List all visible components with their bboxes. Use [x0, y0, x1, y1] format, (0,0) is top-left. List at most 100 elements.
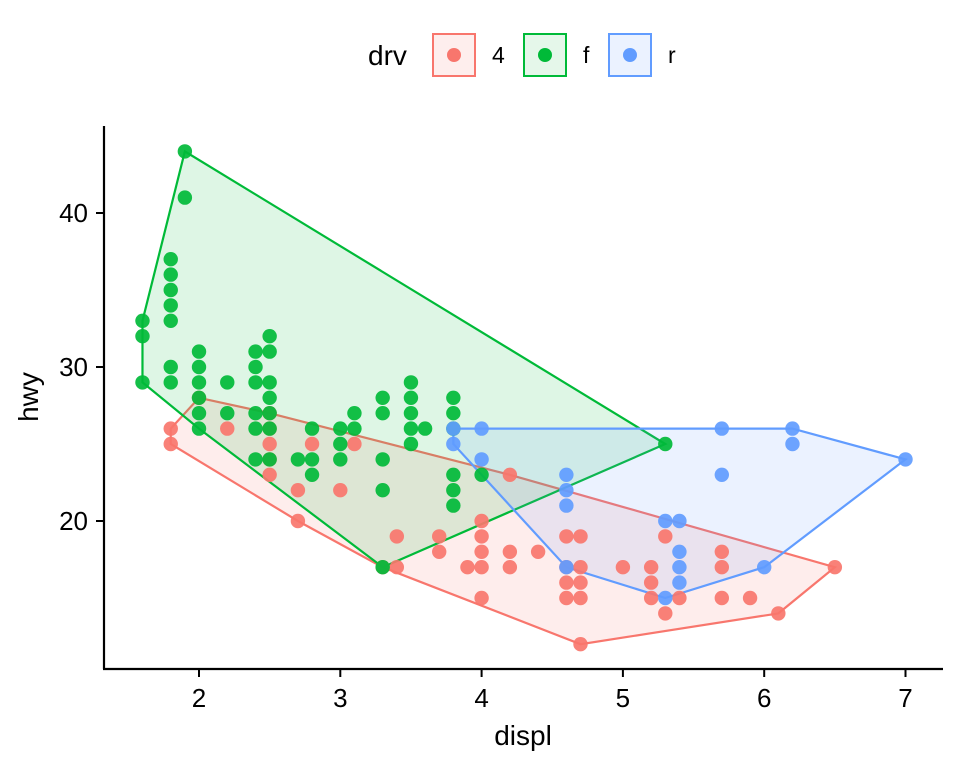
x-tick-label: 7 [898, 683, 912, 713]
point-f [446, 390, 461, 405]
y-tick-label: 40 [59, 198, 88, 228]
point-r [559, 560, 574, 575]
point-f [375, 560, 390, 575]
point-4 [347, 436, 362, 452]
point-f [262, 390, 277, 405]
y-tick-label: 30 [59, 352, 88, 382]
point-4 [827, 560, 843, 575]
point-f [163, 252, 178, 267]
point-f [220, 375, 235, 390]
point-4 [474, 513, 489, 529]
point-4 [220, 421, 235, 436]
point-f [347, 406, 362, 421]
x-tick-label: 2 [192, 683, 206, 713]
point-r [658, 513, 673, 529]
point-f [403, 421, 419, 436]
point-f [248, 452, 263, 467]
point-f [163, 359, 178, 375]
point-4 [502, 467, 518, 482]
point-4 [502, 544, 518, 559]
legend-item-f[interactable]: f [523, 33, 590, 77]
point-f [375, 406, 390, 421]
point-f [191, 375, 207, 390]
point-r [658, 590, 673, 606]
point-f [262, 344, 277, 359]
point-4 [530, 544, 546, 559]
point-f [177, 144, 193, 159]
point-f [135, 313, 150, 328]
point-r [785, 436, 800, 452]
point-f [163, 282, 178, 298]
point-4 [672, 590, 687, 606]
point-4 [432, 529, 447, 544]
point-f [474, 467, 489, 482]
legend-dot-r [623, 48, 637, 62]
point-4 [474, 544, 489, 559]
point-4 [432, 544, 447, 559]
point-4 [502, 560, 518, 575]
point-4 [643, 590, 659, 606]
point-4 [643, 575, 659, 590]
point-f [248, 421, 263, 436]
point-4 [771, 606, 786, 621]
point-r [714, 421, 730, 436]
legend-item-r[interactable]: r [608, 33, 676, 77]
point-f [333, 436, 348, 452]
point-f [446, 483, 461, 498]
point-f [262, 375, 277, 390]
point-r [559, 483, 574, 498]
point-4 [389, 529, 405, 544]
point-r [898, 452, 913, 467]
point-f [262, 329, 277, 344]
legend-item-4[interactable]: 4 [432, 33, 505, 77]
point-r [785, 421, 800, 436]
point-f [191, 359, 207, 375]
point-f [191, 344, 207, 359]
point-f [375, 483, 390, 498]
point-4 [163, 421, 178, 436]
x-tick-label: 3 [333, 683, 347, 713]
point-f [191, 390, 207, 405]
legend-title: drv [368, 40, 407, 71]
y-tick-label: 20 [59, 506, 88, 536]
point-r [559, 467, 574, 482]
point-f [403, 390, 419, 405]
point-4 [573, 560, 588, 575]
legend: drv 4 f r [368, 33, 676, 77]
point-f [220, 406, 235, 421]
point-4 [742, 590, 758, 606]
point-4 [573, 637, 588, 652]
point-f [163, 313, 178, 328]
legend-dot-4 [447, 48, 461, 62]
legend-label-4: 4 [492, 42, 505, 68]
point-4 [643, 560, 659, 575]
x-ticks: 2 3 4 5 6 7 [192, 669, 913, 713]
x-tick-label: 4 [474, 683, 488, 713]
point-r [757, 560, 772, 575]
legend-label-r: r [668, 42, 676, 68]
point-4 [573, 575, 588, 590]
point-f [248, 406, 263, 421]
point-4 [474, 529, 489, 544]
point-f [135, 375, 150, 390]
point-r [672, 513, 687, 529]
point-f [248, 375, 263, 390]
point-4 [658, 529, 673, 544]
point-4 [658, 606, 673, 621]
point-f [347, 421, 362, 436]
point-4 [290, 483, 306, 498]
point-4 [714, 544, 730, 559]
legend-dot-f [538, 48, 552, 62]
point-f [375, 452, 390, 467]
legend-label-f: f [583, 42, 590, 68]
point-4 [474, 590, 489, 606]
point-4 [290, 513, 306, 529]
point-f [262, 406, 277, 421]
point-f [403, 436, 419, 452]
point-r [446, 421, 461, 436]
point-4 [615, 560, 631, 575]
point-4 [559, 590, 574, 606]
point-f [403, 375, 419, 390]
point-f [446, 498, 461, 513]
